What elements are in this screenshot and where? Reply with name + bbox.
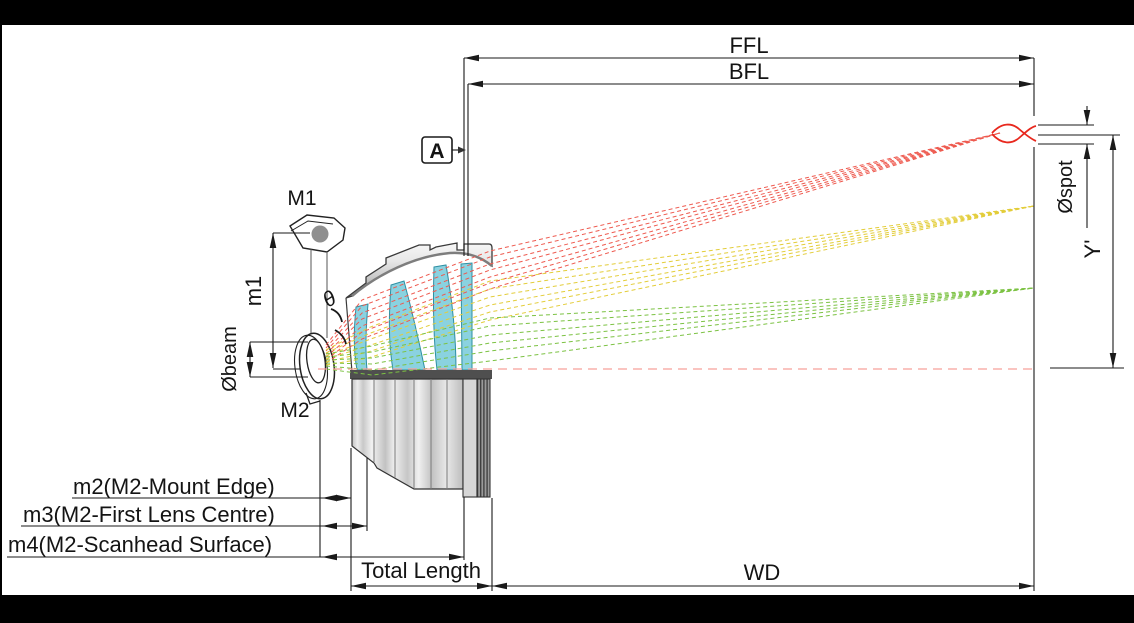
ray-fan-green — [325, 287, 1035, 376]
mirror-m2 — [293, 332, 336, 405]
bfl-label: BFL — [729, 59, 769, 84]
image-height-label: Y' — [1080, 240, 1105, 259]
lens-barrel — [350, 370, 492, 498]
ray-fan-red — [325, 132, 1001, 364]
mirror-m2-face — [305, 338, 327, 384]
ffl-dimension: FFL — [463, 33, 1034, 256]
image-height-dimension: Y' — [1038, 134, 1124, 369]
wd-label: WD — [744, 560, 781, 585]
mirror-m2-label: M2 — [280, 399, 309, 422]
beam-envelope-m1-m2 — [310, 249, 328, 344]
m4-dimension: m4(M2-Scanhead Surface) — [7, 400, 465, 561]
m3-dimension-label: m3(M2-First Lens Centre) — [23, 502, 275, 527]
m3-dimension: m3(M2-First Lens Centre) — [21, 458, 368, 531]
drawing-canvas — [2, 25, 1134, 595]
datum-a-label: A — [421, 136, 466, 164]
bfl-dimension: BFL — [467, 59, 1034, 256]
barrel-edge-strip — [350, 370, 492, 379]
m4-dimension-label: m4(M2-Scanhead Surface) — [8, 532, 272, 557]
mirror-m1-label: M1 — [287, 187, 316, 210]
m1-dimension-label: m1 — [241, 276, 266, 307]
m2-dimension-label: m2(M2-Mount Edge) — [73, 474, 275, 499]
mount-flange — [462, 378, 478, 498]
spot-diameter-dimension: Øspot — [1038, 106, 1094, 228]
total-length-label: Total Length — [361, 558, 481, 583]
knurled-ring — [476, 378, 491, 498]
total-length-dimension: Total Length — [350, 448, 492, 591]
lens-elements — [353, 262, 473, 371]
beam-diameter-label: Øbeam — [219, 326, 241, 392]
lens-housing — [345, 242, 493, 373]
datum-a-leader-arrow — [458, 146, 466, 154]
focal-spot-caustic — [991, 123, 1037, 144]
ffl-label: FFL — [729, 33, 768, 58]
mirror-m1-pivot — [311, 225, 329, 243]
spot-diameter-label: Øspot — [1055, 160, 1077, 214]
wd-dimension: WD — [491, 498, 1034, 591]
datum-a-letter: A — [429, 140, 444, 163]
beam-diameter-dimension: Øbeam — [219, 326, 308, 392]
m2-dimension: m2(M2-Mount Edge) — [72, 474, 351, 502]
m1-dimension: m1 — [241, 232, 310, 370]
mirror-m1 — [289, 214, 346, 253]
